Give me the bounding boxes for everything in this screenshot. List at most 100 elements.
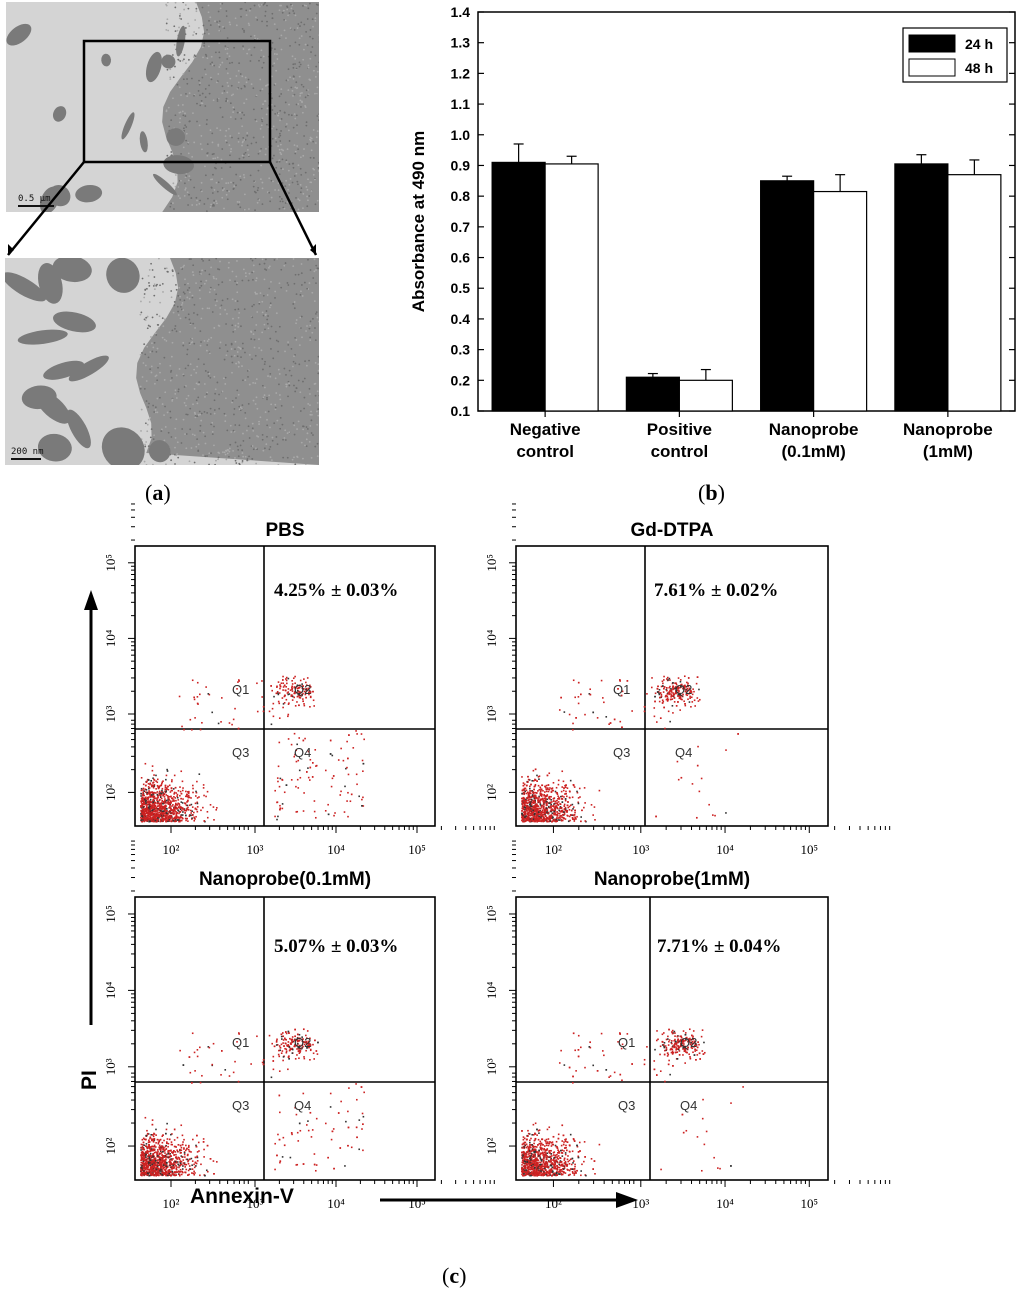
event-point (160, 804, 162, 807)
event-point (348, 734, 350, 736)
tem-texture-dot (216, 202, 218, 205)
panel-label-b: (b) (698, 480, 725, 505)
tem-texture-dot (154, 406, 157, 409)
event-point (546, 817, 549, 820)
tem-texture-dot (237, 448, 240, 451)
event-point (577, 681, 580, 684)
event-point (684, 684, 686, 687)
y-tick-label: 0.2 (451, 372, 471, 388)
event-point (544, 785, 546, 788)
tem-texture-dot (216, 81, 218, 84)
event-point (169, 804, 171, 807)
tem-texture-dot (261, 331, 264, 334)
tem-texture-dot (194, 413, 197, 415)
event-point (158, 815, 160, 818)
tem-texture-dot (310, 149, 313, 152)
event-point (162, 791, 164, 794)
tem-texture-dot (250, 35, 252, 38)
tem-texture-dot (211, 205, 214, 207)
event-point (304, 691, 307, 693)
event-point (529, 810, 532, 813)
event-point (167, 817, 170, 820)
event-point (190, 803, 193, 806)
event-point (291, 683, 294, 685)
tem-texture-dot (226, 72, 229, 75)
event-point (302, 692, 304, 695)
x-tick-label: 10³ (247, 842, 264, 857)
tem-texture-dot (200, 135, 203, 137)
tem-texture-dot (220, 158, 223, 161)
event-point (289, 689, 292, 691)
tem-texture-dot (200, 181, 203, 184)
event-point (566, 795, 568, 798)
event-point (174, 819, 177, 821)
event-point (163, 796, 166, 798)
tem-texture-dot (213, 409, 216, 411)
event-point (152, 785, 155, 788)
event-point (530, 807, 532, 810)
event-point (194, 807, 197, 810)
tem-texture-dot (259, 292, 262, 294)
tem-texture-dot (270, 348, 272, 350)
tem-texture-dot (309, 404, 311, 407)
tem-texture-dot (199, 199, 202, 202)
tem-texture-dot (263, 323, 266, 326)
event-point (193, 698, 196, 701)
event-point (182, 798, 184, 800)
event-point (192, 811, 195, 814)
tem-texture-dot (308, 78, 311, 81)
legend-swatch (908, 34, 956, 53)
tem-texture-dot (209, 413, 212, 415)
event-point (528, 779, 531, 781)
tem-texture-dot (276, 58, 279, 60)
tem-texture-dot (191, 155, 194, 158)
tem-texture-dot (302, 428, 305, 431)
tem-texture-dot (304, 96, 307, 99)
event-point (737, 733, 739, 735)
event-point (164, 804, 167, 807)
tem-texture-dot (174, 185, 177, 188)
event-point (173, 800, 175, 802)
tem-texture-dot (264, 313, 267, 316)
tem-texture-dot (275, 339, 278, 342)
event-point (152, 777, 154, 780)
tem-texture-dot (309, 156, 312, 159)
tem-texture-dot (236, 351, 239, 353)
event-point (305, 688, 307, 691)
tem-texture-dot (186, 348, 189, 351)
event-point (173, 806, 175, 809)
event-point (175, 807, 177, 810)
tem-texture-dot (207, 375, 210, 377)
event-point (278, 692, 281, 694)
event-point (556, 813, 559, 816)
event-point (564, 786, 567, 789)
tem-texture-dot (260, 164, 263, 167)
event-point (688, 692, 690, 695)
tem-texture-dot (316, 442, 319, 445)
y-axis-label: Absorbance at 490 nm (409, 131, 428, 312)
event-point (173, 793, 175, 795)
tem-texture-dot (223, 358, 226, 361)
event-point (148, 815, 151, 817)
tem-texture-dot (234, 324, 237, 327)
event-point (142, 803, 144, 805)
tem-texture-dot (306, 44, 309, 47)
tem-texture-dot (293, 75, 295, 78)
event-point (524, 787, 527, 790)
event-point (550, 817, 553, 820)
event-point (528, 800, 531, 803)
event-point (192, 791, 194, 794)
tem-texture-dot (303, 148, 305, 150)
event-point (194, 717, 196, 719)
event-point (347, 791, 349, 794)
event-point (532, 819, 535, 822)
tem-texture-dot (253, 303, 255, 306)
tem-texture-dot (179, 13, 182, 15)
tem-texture-dot (315, 312, 317, 315)
tem-texture-dot (188, 70, 191, 72)
tem-texture-dot (309, 324, 312, 327)
tem-organelle (106, 258, 140, 293)
tem-texture-dot (186, 191, 189, 194)
tem-texture-dot (170, 355, 173, 358)
tem-texture-dot (256, 37, 259, 40)
